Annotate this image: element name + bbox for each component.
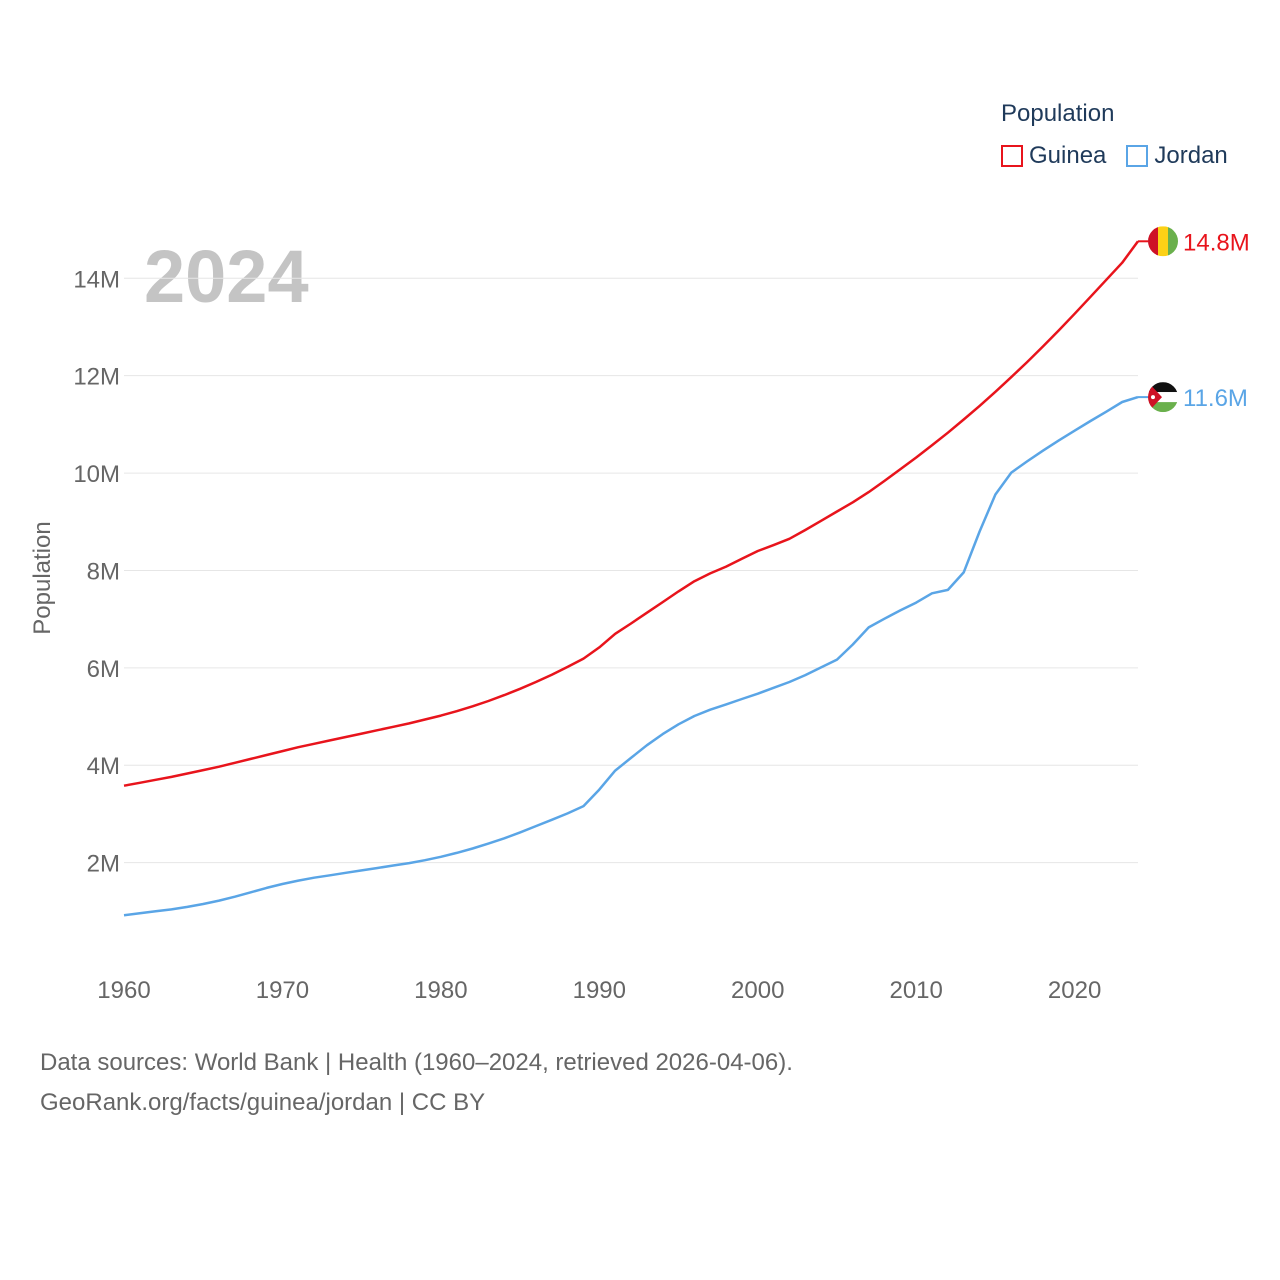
y-tick-label: 8M	[87, 558, 120, 585]
flag-star	[1151, 395, 1155, 400]
y-tick-label: 6M	[87, 656, 120, 683]
series-lines	[123, 240, 1140, 917]
flag-body	[1148, 226, 1178, 257]
jordan-flag-icon	[1148, 382, 1178, 413]
source-note: Data sources: World Bank | Health (1960–…	[40, 1043, 793, 1123]
series-end-marks: 14.8M 11.6M	[1138, 226, 1250, 413]
flag-stripe	[1168, 226, 1178, 257]
y-axis-ticks: 2M 4M 6M 8M 10M 12M 14M	[73, 266, 120, 877]
year-stamp: 2024	[144, 235, 309, 318]
series-line-jordan	[123, 395, 1139, 917]
flag-stripe	[1148, 382, 1178, 393]
x-tick-label: 2020	[1048, 977, 1101, 1004]
legend-item-jordan[interactable]: Jordan	[1126, 142, 1228, 170]
legend-item-guinea[interactable]: Guinea	[1001, 142, 1106, 170]
flag-stripe	[1148, 402, 1178, 413]
flag-stripe	[1148, 392, 1178, 403]
x-axis-ticks: 1960 1970 1980 1990 2000 2010 2020	[97, 977, 1101, 1004]
legend-label-guinea: Guinea	[1029, 142, 1107, 169]
source-line-2[interactable]: GeoRank.org/facts/guinea/jordan | CC BY	[40, 1089, 486, 1116]
y-axis-label: Population	[29, 521, 56, 634]
legend: Guinea Jordan	[1001, 142, 1248, 170]
x-tick-label: 1970	[256, 977, 309, 1004]
x-tick-label: 2000	[731, 977, 784, 1004]
end-value-label-guinea: 14.8M	[1183, 229, 1250, 256]
y-tick-label: 12M	[73, 364, 120, 391]
x-tick-label: 1990	[573, 977, 626, 1004]
y-tick-label: 14M	[73, 266, 120, 293]
legend-swatch-guinea	[1001, 145, 1023, 167]
gridlines	[124, 277, 1138, 864]
flag-stripe	[1148, 226, 1158, 257]
x-tick-label: 1960	[97, 977, 150, 1004]
flag-body	[1148, 382, 1178, 413]
end-value-label-jordan: 11.6M	[1183, 385, 1248, 412]
legend-label-jordan: Jordan	[1154, 142, 1228, 169]
y-tick-label: 10M	[73, 461, 120, 488]
legend-title: Population	[1001, 100, 1115, 127]
flag-stripe	[1158, 226, 1168, 257]
series-line-guinea	[123, 240, 1140, 787]
x-tick-label: 2010	[889, 977, 942, 1004]
x-tick-label: 1980	[414, 977, 467, 1004]
legend-swatch-jordan	[1126, 145, 1149, 167]
guinea-flag-icon	[1148, 226, 1178, 257]
y-tick-label: 2M	[87, 851, 120, 878]
source-line-1: Data sources: World Bank | Health (1960–…	[40, 1049, 793, 1076]
y-tick-label: 4M	[87, 753, 120, 780]
